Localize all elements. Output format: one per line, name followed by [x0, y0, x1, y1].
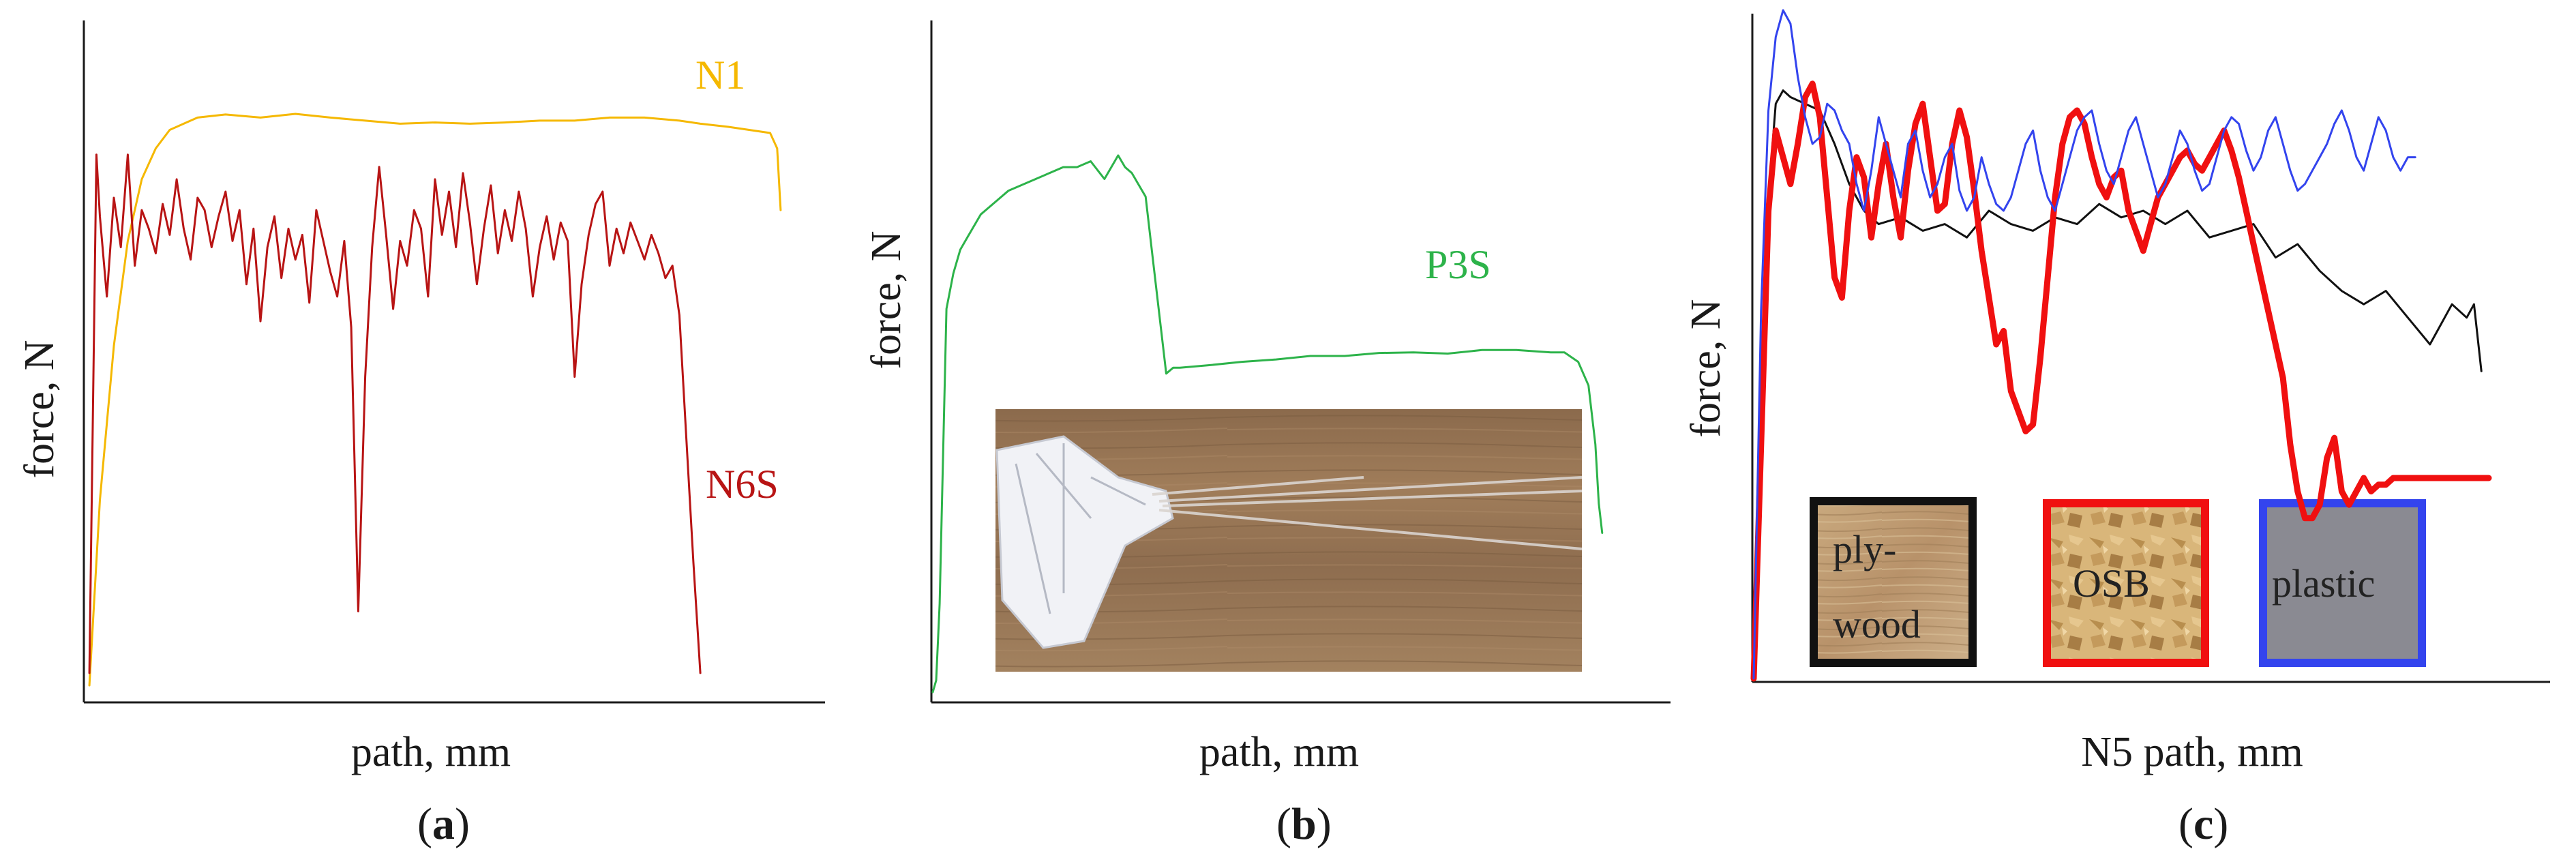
series-line-plastic [1752, 9, 2416, 680]
series-label-n1: N1 [695, 53, 745, 98]
legend-label-osb: OSB [2073, 561, 2150, 606]
legend-label-plywood: ply- wood [1833, 527, 1921, 646]
panel-a-tag: (a) [417, 799, 470, 849]
legend-item-plastic: plastic [2259, 499, 2426, 667]
legend-label-plastic: plastic [2272, 561, 2375, 606]
panel-c-xlabel: N5 path, mm [2081, 729, 2303, 775]
series-line-osb [1750, 80, 2492, 682]
panel-c-legend: ply- wood OSB plastic [1810, 497, 2426, 667]
series-line-p3s [931, 154, 1604, 694]
panel-b: force, N path, mm (b) P3S [863, 20, 1671, 849]
legend-item-osb: OSB [2043, 499, 2209, 667]
panel-c-ylabel: force, N [1683, 299, 1729, 437]
series-line-n1 [88, 113, 782, 687]
panel-c-tag: (c) [2178, 799, 2228, 849]
series-line-n6s [88, 153, 702, 674]
legend-item-plywood: ply- wood [1810, 497, 1977, 667]
series-label-p3s: P3S [1425, 242, 1491, 287]
panel-a-ylabel: force, N [16, 340, 63, 478]
panel-b-ylabel: force, N [863, 230, 910, 369]
panel-b-tag: (b) [1276, 799, 1332, 849]
panel-c: ply- wood OSB plastic force, N N5 path, … [1683, 9, 2550, 849]
panel-c-plot-area [1750, 9, 2492, 682]
panel-a-xlabel: path, mm [351, 729, 511, 775]
series-label-n6s: N6S [706, 462, 779, 507]
panel-b-plot-area [931, 154, 1604, 694]
panel-a-plot-area [88, 113, 782, 687]
inset-photo [995, 409, 1583, 672]
panel-a: force, N path, mm (a) N1 N6S [16, 20, 825, 849]
panel-b-xlabel: path, mm [1199, 729, 1359, 775]
